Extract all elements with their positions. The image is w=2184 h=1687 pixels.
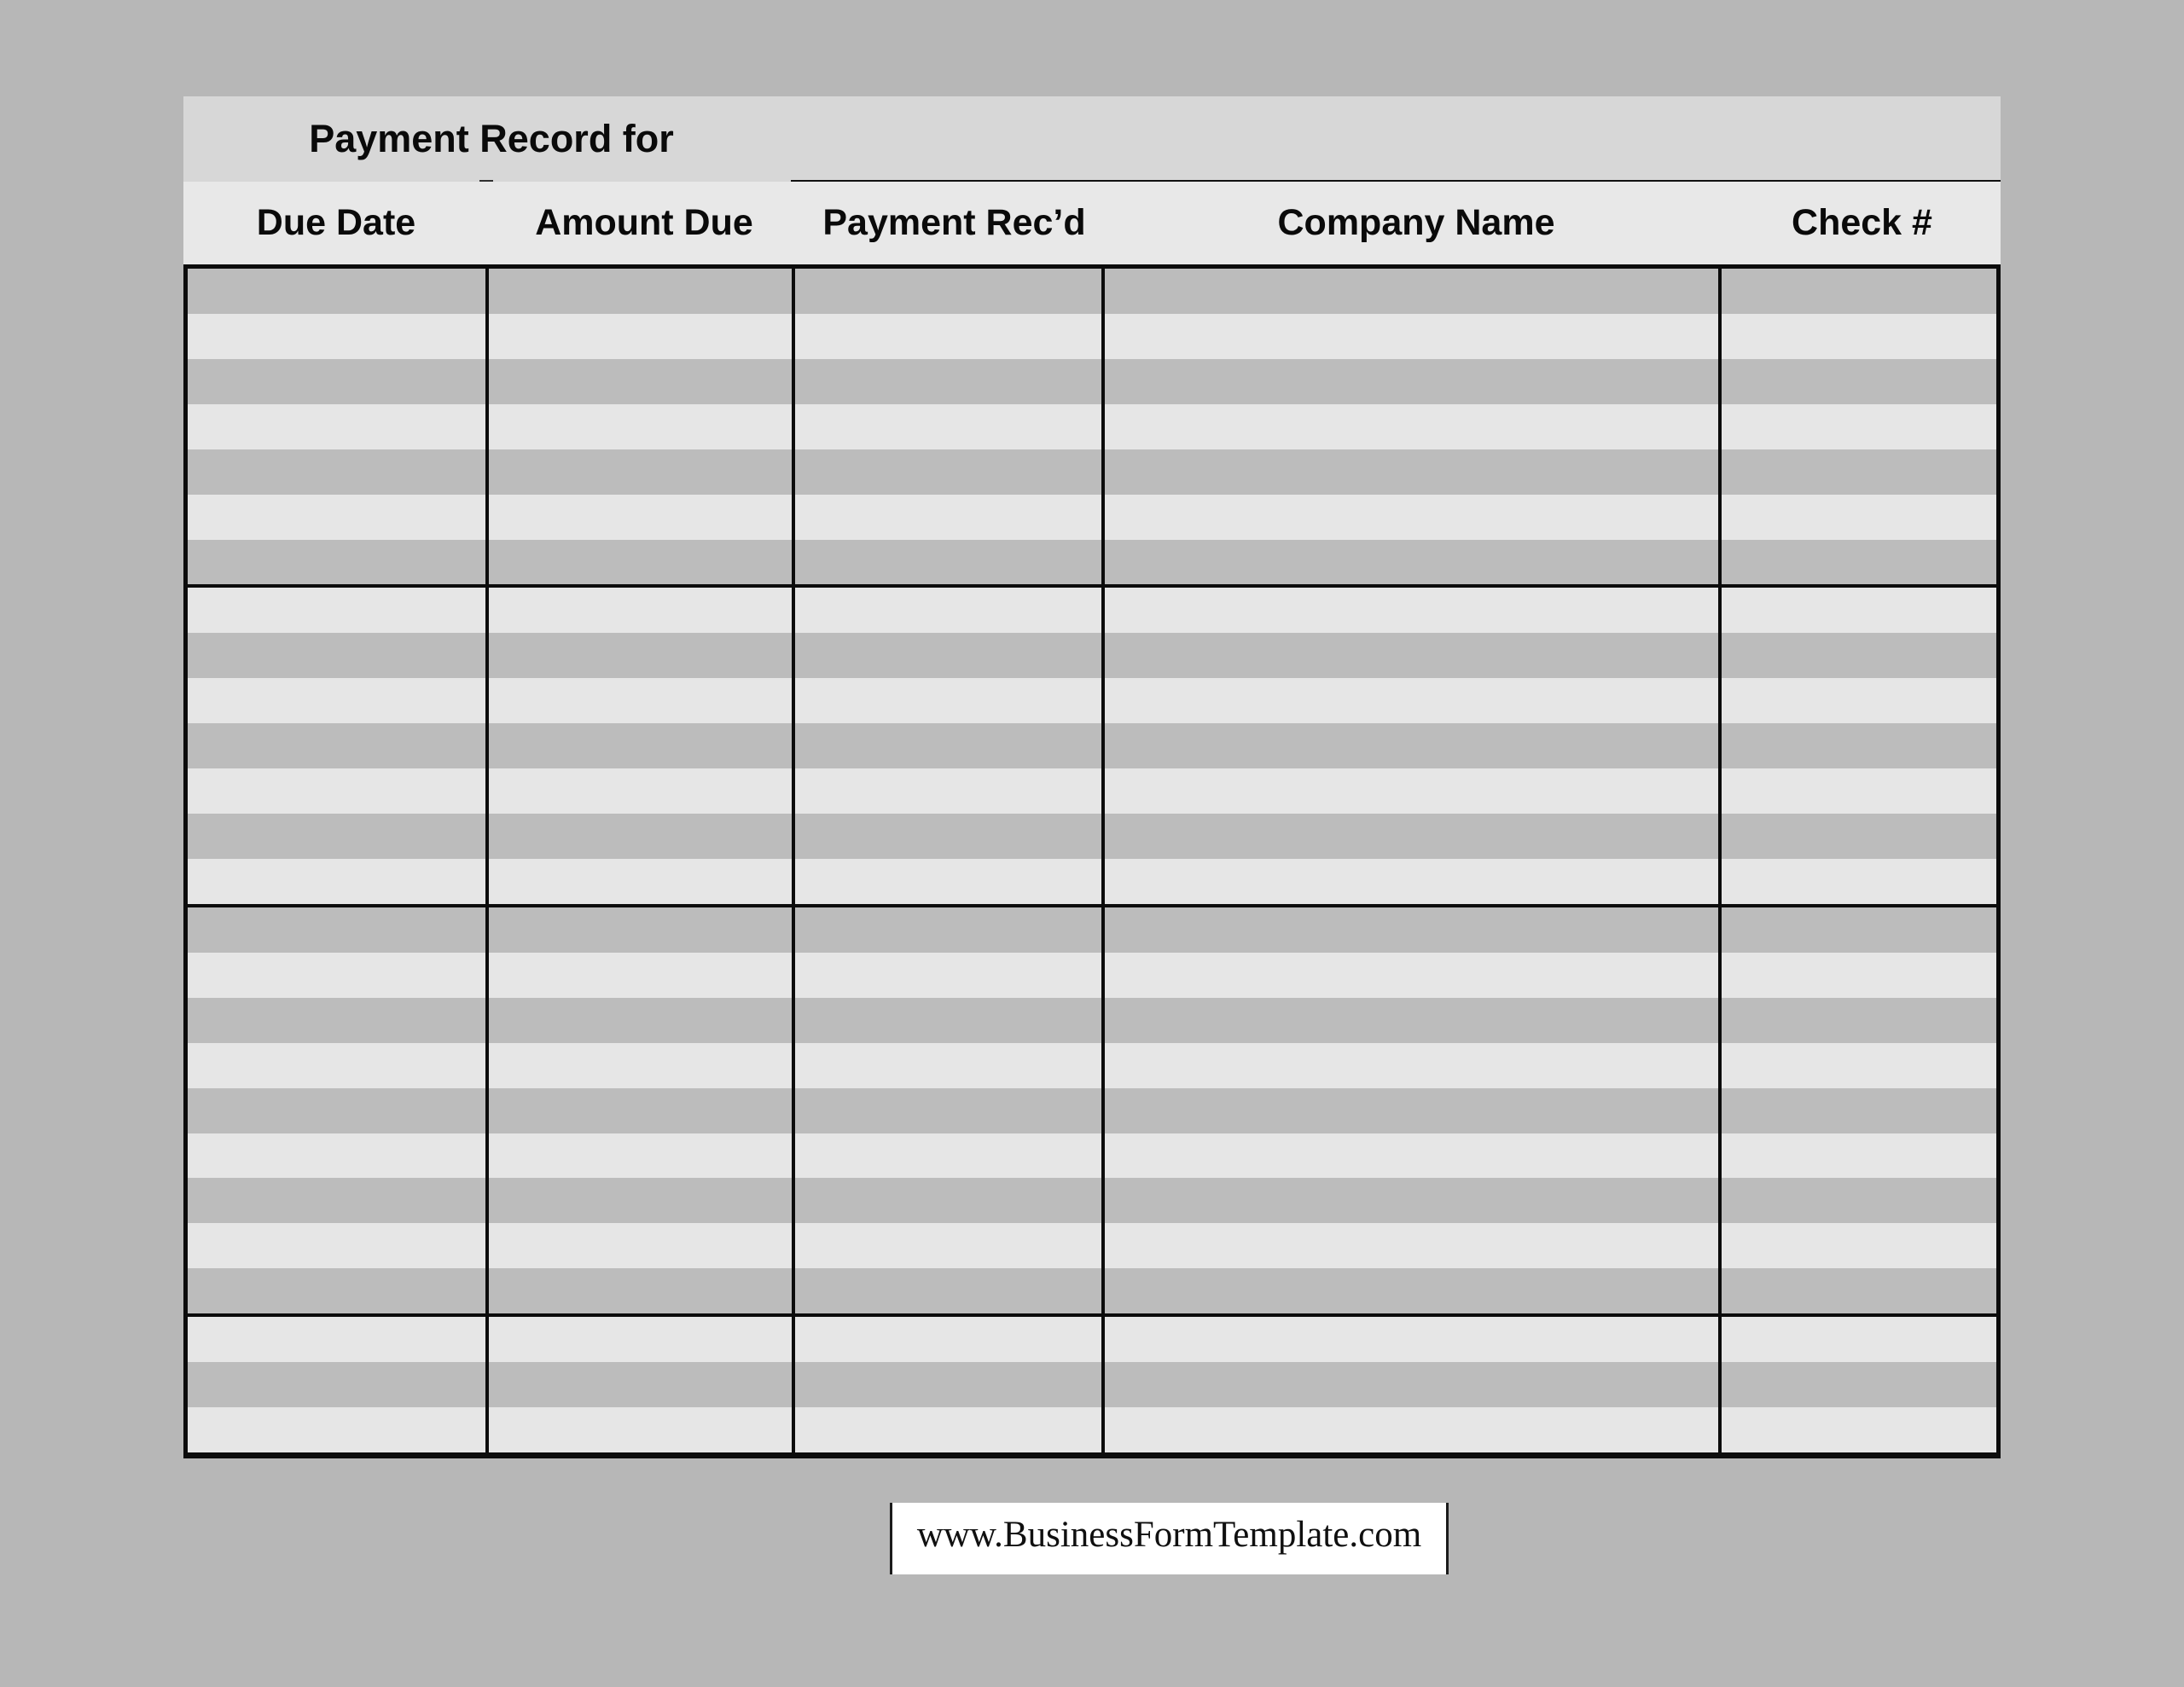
table-row <box>188 403 1996 449</box>
table-row <box>188 997 1996 1043</box>
table-row <box>188 1133 1996 1179</box>
table-row <box>188 1087 1996 1133</box>
column-header-payment-recd: Payment Rec’d <box>822 202 1086 243</box>
table-row <box>188 952 1996 998</box>
table-row <box>188 1317 1996 1363</box>
table-row <box>188 723 1996 769</box>
column-divider-amount-due-payment-recd <box>792 264 795 1458</box>
website-box: www.BusinessFormTemplate.com <box>890 1503 1449 1574</box>
column-header-company-name: Company Name <box>1277 202 1555 243</box>
column-divider-company-name-check-number <box>1718 264 1722 1458</box>
title-underline <box>791 180 2001 183</box>
table-row <box>188 678 1996 724</box>
table-row <box>188 269 1996 314</box>
table-row <box>188 814 1996 859</box>
table-body <box>183 264 2001 1458</box>
column-header-amount-due: Amount Due <box>535 202 753 243</box>
table-row <box>188 1362 1996 1408</box>
column-divider-due-date-amount-due <box>485 264 489 1458</box>
form-title: Payment Record for <box>309 117 674 160</box>
table-row <box>188 768 1996 815</box>
table-row <box>188 313 1996 359</box>
table-row <box>188 588 1996 634</box>
form-title-band: Payment Record for <box>183 96 2001 182</box>
table-row <box>188 1042 1996 1088</box>
table-row <box>188 494 1996 540</box>
table-row <box>188 539 1996 588</box>
table-row <box>188 1178 1996 1224</box>
table-row <box>188 907 1996 953</box>
table-row <box>188 1407 1996 1452</box>
column-divider-payment-recd-company-name <box>1101 264 1105 1458</box>
column-header-due-date: Due Date <box>256 202 416 243</box>
column-header-row: Due Date Amount Due Payment Rec’d Company N… <box>183 182 2001 264</box>
website-label: www.BusinessFormTemplate.com <box>916 1514 1422 1555</box>
table-row <box>188 633 1996 679</box>
table-row <box>188 858 1996 907</box>
table-row <box>188 1223 1996 1269</box>
table-row <box>188 449 1996 495</box>
column-header-check-number: Check # <box>1792 202 1932 243</box>
table-row <box>188 1268 1996 1318</box>
table-row <box>188 358 1996 404</box>
